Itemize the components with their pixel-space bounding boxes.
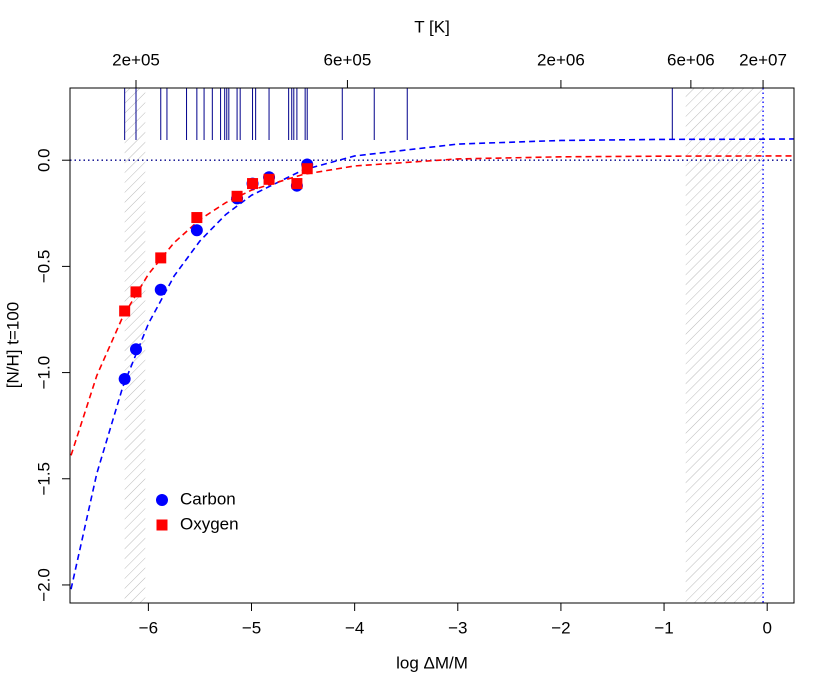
top-tick-label: 6e+06 — [667, 50, 715, 69]
x-tick-label: 0 — [762, 618, 771, 637]
legend-marker — [156, 519, 168, 531]
x-tick-label: −5 — [242, 618, 261, 637]
top-axis-label: T [K] — [414, 17, 450, 36]
y-tick-label: −0.5 — [34, 250, 53, 284]
x-tick-label: −6 — [139, 618, 158, 637]
legend-marker — [156, 494, 168, 506]
x-axis-label: log ΔM/M — [396, 653, 468, 672]
data-point — [301, 163, 313, 175]
x-tick-label: −2 — [551, 618, 570, 637]
data-point — [263, 173, 275, 185]
fit-curve — [70, 138, 794, 590]
data-point — [190, 224, 203, 237]
plot-frame — [69, 87, 795, 604]
data-point — [291, 178, 303, 190]
data-point — [231, 190, 243, 202]
top-tick-label: 2e+06 — [537, 50, 585, 69]
shaded-region — [685, 88, 764, 603]
data-point — [154, 283, 167, 296]
legend-label: Oxygen — [180, 514, 239, 533]
x-tick-label: −1 — [654, 618, 673, 637]
data-point — [247, 178, 259, 190]
plot-area — [70, 88, 794, 603]
data-point — [118, 372, 131, 385]
top-tick-label: 2e+07 — [739, 50, 787, 69]
y-axis-label: [N/H] t=100 — [3, 302, 22, 388]
top-tick-label: 2e+05 — [112, 50, 160, 69]
y-tick-label: −2.0 — [34, 568, 53, 602]
data-point — [130, 343, 143, 356]
x-tick-label: −4 — [345, 618, 364, 637]
y-tick-label: 0.0 — [34, 148, 53, 172]
data-point — [119, 305, 131, 317]
data-point — [155, 252, 167, 264]
x-tick-label: −3 — [448, 618, 467, 637]
fit-curve — [70, 155, 794, 456]
y-tick-label: −1.0 — [34, 356, 53, 390]
top-tick-label: 6e+05 — [324, 50, 372, 69]
y-tick-label: −1.5 — [34, 462, 53, 496]
data-point — [191, 212, 203, 224]
legend-label: Carbon — [180, 489, 236, 508]
data-point — [130, 286, 142, 298]
